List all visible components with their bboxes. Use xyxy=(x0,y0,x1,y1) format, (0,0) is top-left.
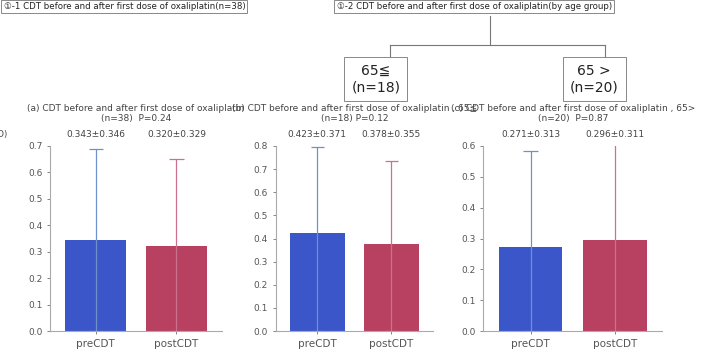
Text: 0.423±0.371: 0.423±0.371 xyxy=(288,130,347,138)
Text: 65≦
(n=18): 65≦ (n=18) xyxy=(352,64,400,94)
Bar xyxy=(364,244,420,331)
Bar xyxy=(499,247,562,331)
Text: 65 >
(n=20): 65 > (n=20) xyxy=(570,64,619,94)
Title: (a) CDT before and after first dose of oxaliplatin
(n=38)  P=0.24: (a) CDT before and after first dose of o… xyxy=(27,104,245,123)
Text: 0.296±0.311: 0.296±0.311 xyxy=(586,130,644,138)
Text: 0.378±0.355: 0.378±0.355 xyxy=(362,130,421,138)
Text: ①-2 CDT before and after first dose of oxaliplatin(by age group): ①-2 CDT before and after first dose of o… xyxy=(337,2,611,11)
Title: (c) CDT before and after first dose of oxaliplatin , 65>
(n=20)  P=0.87: (c) CDT before and after first dose of o… xyxy=(450,104,695,123)
Bar xyxy=(146,246,207,331)
Title: (b) CDT before and after first dose of oxaliplatin , 65≦
(n=18) P=0.12: (b) CDT before and after first dose of o… xyxy=(232,104,477,123)
Text: 0.271±0.313: 0.271±0.313 xyxy=(501,130,560,138)
Bar xyxy=(289,233,345,331)
Text: 0.320±0.329: 0.320±0.329 xyxy=(147,130,206,138)
Text: ①-1 CDT before and after first dose of oxaliplatin(n=38): ①-1 CDT before and after first dose of o… xyxy=(4,2,245,11)
Text: (mean ± SD): (mean ± SD) xyxy=(0,130,8,138)
Bar xyxy=(65,240,126,331)
Bar xyxy=(584,240,647,331)
Text: 0.343±0.346: 0.343±0.346 xyxy=(66,130,125,138)
